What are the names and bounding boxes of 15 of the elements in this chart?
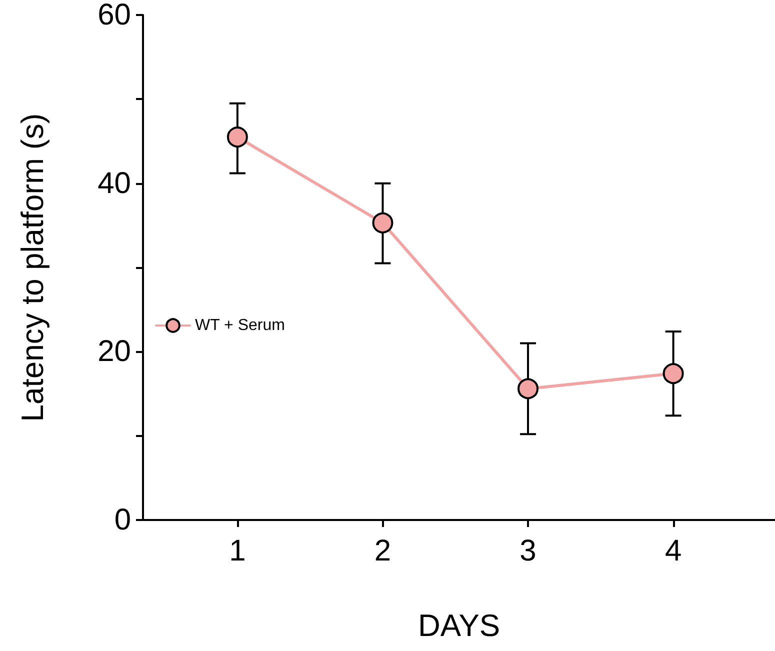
point [518, 378, 539, 400]
point [662, 363, 684, 384]
point [372, 212, 394, 234]
x-tick-label: 1 [229, 534, 246, 568]
x-axis-title: DAYS [418, 608, 500, 643]
point [226, 126, 248, 148]
y-tick-label: 0 [114, 504, 131, 536]
x-tick-label: 4 [664, 534, 682, 568]
x-tick-label: 2 [374, 534, 392, 568]
y-tick-label: 40 [98, 166, 131, 200]
y-tick-label: 60 [98, 0, 131, 32]
y-tick-label: 20 [98, 335, 131, 368]
x-tick-label: 3 [520, 534, 536, 568]
legend-label: WT + Serum [195, 317, 285, 334]
y-axis-title: Latency to platform (s) [15, 113, 50, 422]
